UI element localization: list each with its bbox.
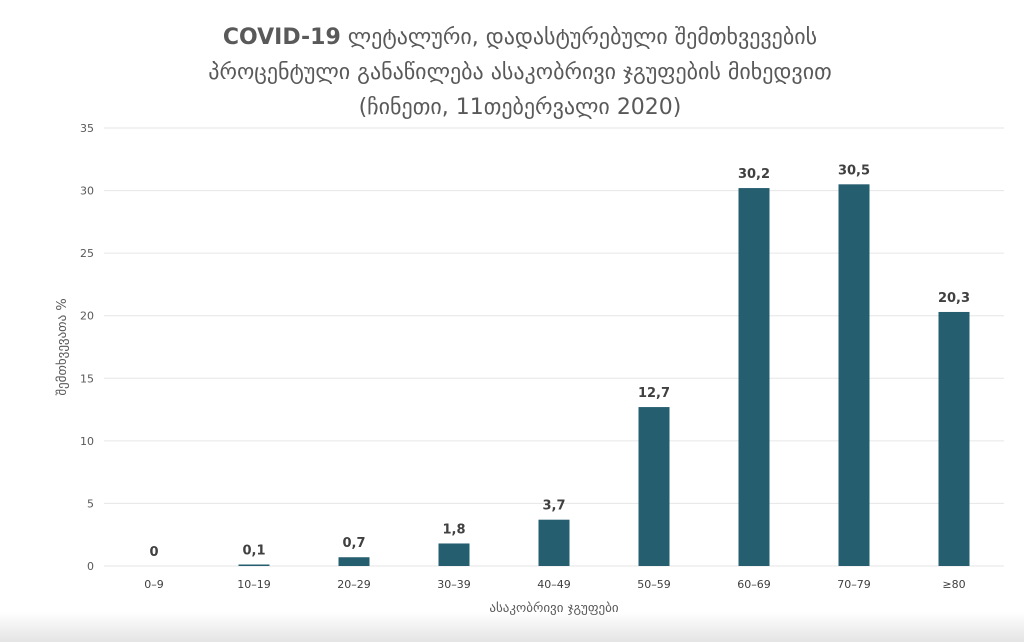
data-labels: 0 0,1 0,7 1,8 3,7 12,7 30,2 30,5 20,3 [149,163,970,560]
x-tick-label: 20–29 [337,578,371,591]
bar-data-label: 30,5 [838,163,870,178]
bottom-fade [0,612,1024,642]
bar [238,564,270,566]
title-line-1: COVID-19 ლეტალური, დადასტურებული შემთხვე… [223,25,817,50]
y-tick-label: 5 [87,497,94,510]
x-axis-ticks: 0–9 10–19 20–29 30–39 40–49 50–59 60–69 70–79 ≥8… [144,578,965,591]
title-line-3: (ჩინეთი, 11თებერვალი 2020) [359,95,682,120]
bar [438,543,470,566]
bar-data-label: 12,7 [638,386,670,401]
bar [838,184,870,567]
title-line-2: პროცენტული განაწილება ასაკობრივი ჯგუფები… [208,60,831,85]
y-axis-ticks: 0 5 10 15 20 25 30 35 [80,122,94,573]
y-axis-title: შემთხვევათა % [55,298,70,395]
x-tick-label: 10–19 [237,578,271,591]
x-tick-label: 60–69 [737,578,771,591]
bar [538,519,570,566]
bars [238,184,970,567]
y-tick-label: 35 [80,122,94,135]
x-tick-label: 30–39 [437,578,471,591]
y-tick-label: 20 [80,310,94,323]
bar-data-label: 0,7 [342,536,365,551]
x-tick-label: 0–9 [144,578,164,591]
x-tick-label: 40–49 [537,578,571,591]
y-tick-label: 10 [80,435,94,448]
bar-data-label: 20,3 [938,291,970,306]
bar [338,557,370,566]
bar-data-label: 0 [149,545,158,560]
title-bold-part: COVID-19 [223,25,341,50]
x-tick-label: 50–59 [637,578,671,591]
bar-data-label: 30,2 [738,167,770,182]
title-line-1-rest: ლეტალური, დადასტურებული შემთხვევების [341,25,817,50]
bar [938,311,970,566]
y-tick-label: 0 [87,560,94,573]
bar-data-label: 3,7 [542,499,565,514]
gridlines [104,127,1004,567]
y-tick-label: 25 [80,247,94,260]
x-tick-label: 70–79 [837,578,871,591]
bar [738,188,770,566]
y-tick-label: 30 [80,185,94,198]
y-tick-label: 15 [80,372,94,385]
bar-data-label: 1,8 [442,522,465,537]
x-tick-label: ≥80 [942,578,965,591]
chart-title: COVID-19 ლეტალური, დადასტურებული შემთხვე… [208,25,831,120]
bar-data-label: 0,1 [242,544,265,559]
bar [638,407,670,566]
